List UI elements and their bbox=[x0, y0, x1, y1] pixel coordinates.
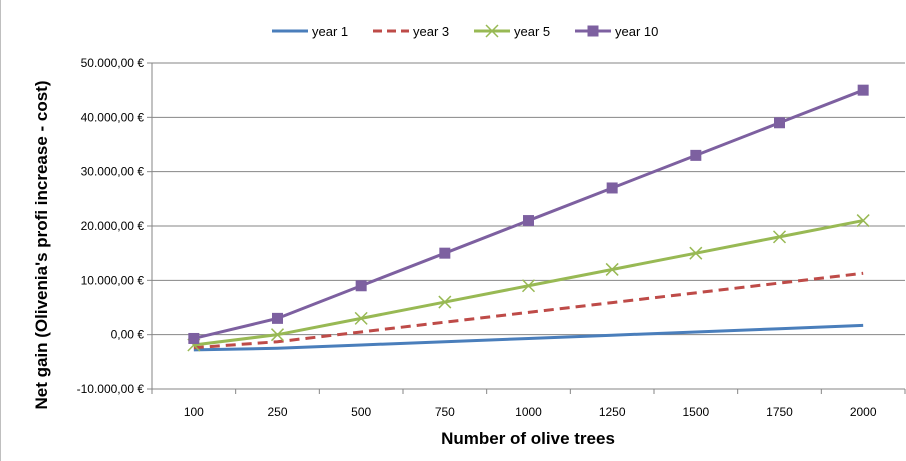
x-tick-label: 1000 bbox=[515, 405, 542, 419]
series-year-5-point bbox=[270, 328, 285, 342]
marker-stroke bbox=[521, 279, 536, 293]
marker-stroke bbox=[485, 24, 499, 38]
series-year-10-point bbox=[606, 182, 618, 194]
left-border-line bbox=[0, 0, 1, 461]
x-tick-label: 2000 bbox=[850, 405, 877, 419]
x-tick-label: 1250 bbox=[599, 405, 626, 419]
legend-label: year 3 bbox=[413, 24, 449, 39]
legend-item-year-10: year 10 bbox=[575, 24, 658, 39]
y-tick-label: 50.000,00 € bbox=[81, 56, 145, 70]
series-year-5-point bbox=[521, 279, 536, 293]
series-year-5-line bbox=[193, 219, 864, 347]
y-tick-label: 20.000,00 € bbox=[81, 219, 145, 233]
axes: -10.000,00 € 0,00 € 10.000,00 € 20.000,00 €… bbox=[77, 56, 906, 419]
legend-label: year 5 bbox=[514, 24, 550, 39]
marker-stroke bbox=[772, 230, 787, 244]
series-year-5-point bbox=[605, 262, 619, 276]
series-year-10-point bbox=[439, 247, 451, 259]
series-year-10-line bbox=[193, 88, 864, 340]
x-tick-label: 100 bbox=[184, 405, 204, 419]
marker-stroke bbox=[689, 246, 703, 260]
x-tick-label: 750 bbox=[435, 405, 455, 419]
series-year-5-point bbox=[856, 214, 870, 228]
x-tick-label: 1500 bbox=[682, 405, 709, 419]
series-year-10-point bbox=[857, 84, 869, 96]
legend: year 1 year 3 year 5 year 10 bbox=[272, 24, 658, 39]
y-tick-label: 40.000,00 € bbox=[81, 110, 145, 124]
x-axis-label: Number of olive trees bbox=[441, 429, 615, 448]
series-year-10-point bbox=[774, 117, 785, 129]
series-year-10-point bbox=[272, 312, 283, 324]
x-tick-label: 250 bbox=[267, 405, 287, 419]
series-year-3-line bbox=[193, 271, 864, 350]
legend-item-year-3: year 3 bbox=[373, 24, 449, 39]
y-tick-label: -10.000,00 € bbox=[77, 382, 145, 396]
series-year-5-point bbox=[438, 295, 452, 309]
legend-item-year-5: year 5 bbox=[474, 24, 550, 39]
legend-marker-point bbox=[485, 24, 499, 38]
y-axis-label: Net gain (Olivenia's profi increase - co… bbox=[32, 80, 51, 409]
y-tick-label: 30.000,00 € bbox=[81, 165, 145, 179]
series-year-10-point bbox=[523, 215, 534, 227]
marker-stroke bbox=[605, 262, 619, 276]
series-year-10-point bbox=[355, 280, 367, 292]
x-tick-label: 1750 bbox=[766, 405, 793, 419]
series-year-5-point bbox=[689, 246, 703, 260]
marker-stroke bbox=[270, 328, 285, 342]
series-year-10-point bbox=[690, 149, 702, 161]
series-year-1-line bbox=[193, 323, 864, 352]
legend-item-year-1: year 1 bbox=[272, 24, 348, 39]
y-tick-label: 0,00 € bbox=[111, 328, 145, 342]
marker-stroke bbox=[438, 295, 452, 309]
series-year-5-point bbox=[772, 230, 787, 244]
marker-stroke bbox=[856, 214, 870, 228]
legend-marker-point bbox=[587, 25, 599, 37]
series-year-5-point bbox=[354, 311, 368, 325]
legend-label: year 1 bbox=[312, 24, 348, 39]
y-tick-label: 10.000,00 € bbox=[81, 273, 145, 287]
series-group bbox=[187, 84, 870, 352]
x-tick-label: 500 bbox=[351, 405, 371, 419]
marker-stroke bbox=[354, 311, 368, 325]
series-year-10-point bbox=[188, 332, 200, 344]
legend-label: year 10 bbox=[615, 24, 658, 39]
